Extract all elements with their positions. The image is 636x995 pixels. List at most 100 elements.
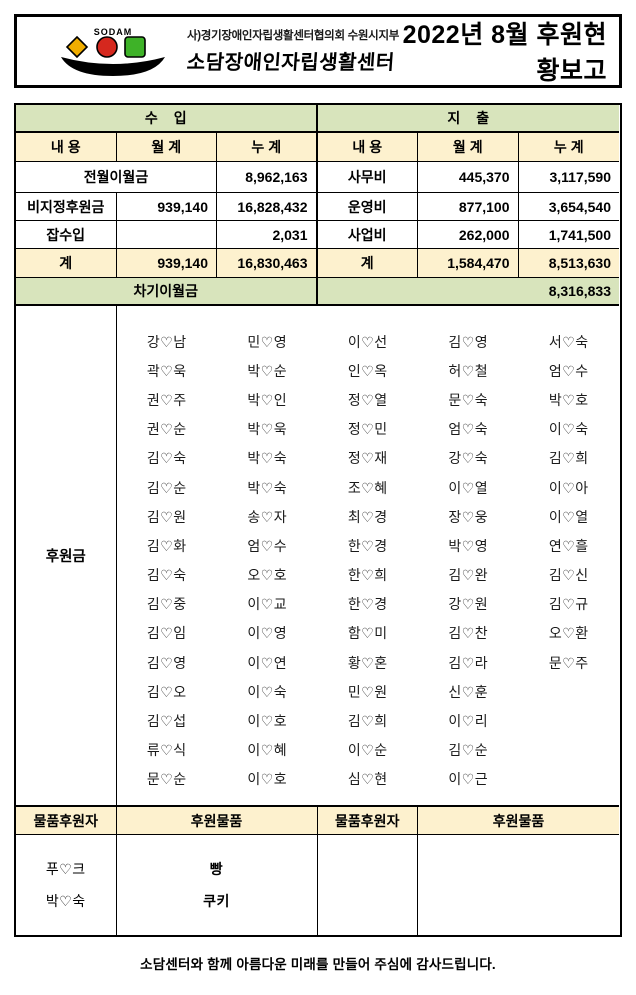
donor-name: 김♡순	[448, 742, 489, 759]
expense-col-header-content: 내 용	[317, 133, 418, 162]
donor-name: 인♡옥	[347, 362, 388, 379]
donor-name: 연♡흘	[548, 537, 589, 554]
donor-name: 오♡환	[548, 625, 589, 642]
donor-name: 심♡현	[347, 771, 388, 788]
donor-name: 허♡철	[448, 362, 489, 379]
donor-name: 곽♡욱	[146, 362, 187, 379]
income-row-label: 잡수입	[16, 221, 117, 249]
donor-name: 이♡영	[247, 625, 288, 642]
expense-row-cumulative: 3,654,540	[518, 193, 619, 221]
donor-name: 권♡주	[146, 391, 187, 408]
summary-table: 수 입 지 출 내 용 월 계 누 계 내 용 월 계 누 계 전월이월금 8,…	[14, 103, 622, 937]
donor-name: 박♡호	[548, 391, 589, 408]
center-name-calligraphy: 소담장애인자립생활센터	[186, 52, 396, 74]
donor-name: 김♡임	[146, 625, 187, 642]
income-row-cumulative: 2,031	[217, 221, 318, 249]
donor-name: 황♡혼	[347, 654, 388, 671]
goods-donor: 박♡숙	[45, 893, 86, 909]
logo-sodam-text: SODAM	[94, 27, 133, 37]
donor-name: 강♡원	[448, 596, 489, 613]
income-row-cumulative: 16,828,432	[217, 193, 318, 221]
donor-name: 최♡경	[347, 508, 388, 525]
goods-donor-list-left: 푸♡크 박♡숙	[16, 835, 117, 935]
donor-name: 문♡순	[146, 771, 187, 788]
donor-name: 한♡경	[347, 537, 388, 554]
donor-name: 이♡열	[448, 479, 489, 496]
donor-name: 김♡완	[448, 567, 489, 584]
income-total-label: 계	[16, 249, 117, 278]
donor-name: 이♡아	[548, 479, 589, 496]
income-row-monthly	[116, 221, 217, 249]
goods-item-header-right: 후원물품	[418, 807, 619, 835]
donor-name: 김♡오	[146, 683, 187, 700]
org-association-name: 사)경기장애인자립생활센터협의회 수원시지부	[187, 30, 400, 42]
expense-section-header: 지 출	[317, 105, 619, 133]
donor-name: 오♡호	[247, 567, 288, 584]
donor-name: 정♡재	[347, 450, 388, 467]
income-row-label: 전월이월금	[16, 162, 217, 193]
expense-row-cumulative: 3,117,590	[518, 162, 619, 193]
donor-name: 김♡신	[548, 567, 589, 584]
donor-name: 서♡숙	[548, 333, 589, 350]
donor-name: 엄♡수	[548, 362, 589, 379]
donor-name: 이♡열	[548, 508, 589, 525]
donor-name: 김♡중	[146, 596, 187, 613]
logo-bowl-icon	[61, 57, 165, 76]
goods-donor-list-right	[318, 835, 418, 935]
income-col-header-content: 내 용	[16, 133, 117, 162]
logo-diamond-icon	[65, 35, 89, 59]
donor-name: 김♡섭	[146, 713, 187, 730]
goods-item-header-left: 후원물품	[116, 807, 318, 835]
donor-name: 김♡찬	[448, 625, 489, 642]
income-col-header-monthly: 월 계	[116, 133, 217, 162]
donor-name: 이♡연	[247, 654, 288, 671]
goods-item-list-left: 빵 쿠키	[117, 835, 318, 935]
donor-names-grid: 강♡남 민♡영 이♡선 김♡영 서♡숙 곽♡욱 박♡순 인♡옥 허♡철 엄♡수 권♡주 박♡인 정♡열 문…	[116, 306, 619, 807]
expense-row-label: 사업비	[317, 221, 418, 249]
expense-total-label: 계	[317, 249, 418, 278]
donor-name: 박♡숙	[247, 479, 288, 496]
logo-square-icon	[124, 36, 146, 58]
goods-donor-header-right: 물품후원자	[317, 807, 418, 835]
donor-name: 김♡희	[347, 713, 388, 730]
donor-name: 장♡웅	[448, 508, 489, 525]
footer-message: 소담센터와 함께 아름다운 미래를 만들어 주심에 감사드립니다.	[140, 957, 496, 972]
expense-col-header-monthly: 월 계	[418, 133, 519, 162]
donor-name: 민♡원	[347, 683, 388, 700]
donor-name: 문♡숙	[448, 391, 489, 408]
donor-name: 김♡화	[146, 537, 187, 554]
sodam-logo: SODAM	[61, 27, 165, 76]
expense-row-monthly: 445,370	[418, 162, 519, 193]
donor-name: 김♡숙	[146, 567, 187, 584]
donor-name: 류♡식	[146, 742, 187, 759]
income-total-monthly: 939,140	[116, 249, 217, 278]
header-box: SODAM 사)경기장애인자립생활센터협의회 수원시지부 소담장애인자립생활센터…	[14, 14, 622, 88]
income-col-header-cumulative: 누 계	[217, 133, 318, 162]
donor-name: 이♡근	[448, 771, 489, 788]
donor-name: 신♡훈	[448, 683, 489, 700]
expense-row-monthly: 877,100	[418, 193, 519, 221]
donor-name: 이♡호	[247, 713, 288, 730]
income-section-header: 수 입	[16, 105, 318, 133]
donor-name: 권♡순	[146, 421, 187, 438]
donor-name: 정♡민	[347, 421, 388, 438]
donor-name: 민♡영	[247, 333, 288, 350]
expense-row-monthly: 262,000	[418, 221, 519, 249]
donor-name: 엄♡수	[247, 537, 288, 554]
donor-name: 문♡주	[548, 654, 589, 671]
report-title: 2022년 8월 후원현황보고	[402, 21, 607, 85]
expense-row-label: 운영비	[317, 193, 418, 221]
goods-item-list-right	[418, 835, 619, 935]
donor-name: 박♡숙	[247, 450, 288, 467]
donor-name: 김♡순	[146, 479, 187, 496]
donor-name: 정♡열	[347, 391, 388, 408]
donor-name: 김♡원	[146, 508, 187, 525]
logo-circle-icon	[96, 36, 118, 58]
donor-name: 이♡호	[247, 771, 288, 788]
donor-name: 김♡숙	[146, 450, 187, 467]
donor-name: 김♡규	[548, 596, 589, 613]
donor-name: 박♡영	[448, 537, 489, 554]
income-row-cumulative: 8,962,163	[217, 162, 318, 193]
donor-name: 이♡숙	[548, 421, 589, 438]
